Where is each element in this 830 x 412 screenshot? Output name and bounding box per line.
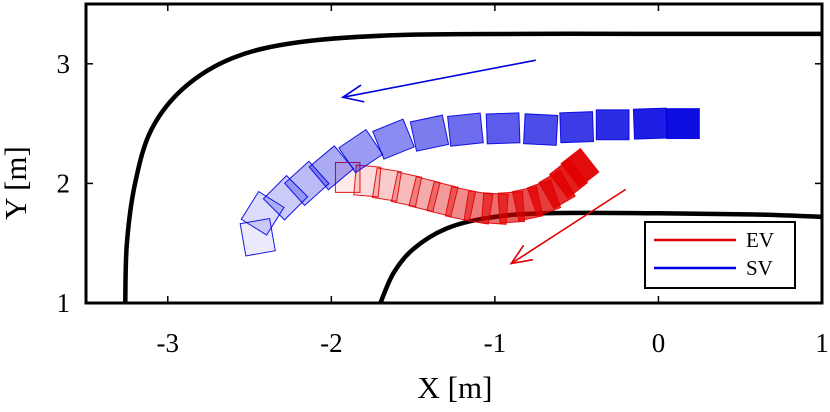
sv-vehicle-pose — [308, 145, 355, 191]
ev-vehicle-pose — [408, 176, 441, 213]
ev-vehicle-pose — [426, 180, 459, 218]
ev-trajectory — [334, 147, 600, 225]
sv-arrowhead — [340, 84, 365, 103]
axes-frame — [84, 2, 824, 305]
sv-trajectory — [239, 107, 700, 257]
sv-vehicle-pose — [595, 109, 630, 141]
axes-box — [84, 2, 824, 305]
legend: EV SV — [644, 221, 796, 289]
ev-arrowhead — [509, 244, 534, 265]
sv-vehicle-pose — [485, 112, 521, 145]
direction-arrows — [340, 59, 627, 265]
ev-vehicle-pose — [371, 167, 402, 202]
x-tick-label: -3 — [157, 328, 180, 358]
y-tick-label: 3 — [57, 49, 71, 79]
ev-direction-arrow — [510, 188, 627, 265]
axis-ticks: -3 -2 -1 0 1 1 2 3 — [57, 4, 829, 358]
sv-direction-arrow — [342, 59, 536, 99]
legend-label-sv: SV — [746, 256, 773, 280]
ev-vehicle-pose — [560, 147, 600, 188]
sv-vehicle-pose — [338, 128, 384, 174]
sv-vehicle-pose — [409, 114, 450, 152]
road-boundary-outer — [123, 31, 822, 303]
x-tick-label: -1 — [484, 328, 507, 358]
sv-vehicle-pose — [666, 108, 700, 140]
y-tick-label: 2 — [57, 168, 71, 198]
legend-box — [644, 221, 796, 289]
sv-vehicle-pose — [559, 111, 595, 144]
x-tick-label: 1 — [815, 328, 829, 358]
sv-vehicle-pose — [523, 113, 559, 146]
sv-vehicle-pose — [262, 174, 309, 221]
ev-vehicle-pose — [390, 171, 423, 208]
x-axis-label: X [m] — [418, 370, 493, 405]
sv-vehicle-pose — [239, 217, 276, 257]
sv-vehicle-pose — [240, 190, 285, 236]
legend-label-ev: EV — [746, 228, 774, 252]
sv-vehicle-pose — [283, 160, 330, 207]
y-axis-label: Y [m] — [0, 146, 33, 220]
sv-vehicle-pose — [447, 112, 484, 147]
x-tick-label: 0 — [652, 328, 666, 358]
x-tick-label: -2 — [320, 328, 343, 358]
sv-vehicle-pose — [632, 107, 668, 140]
sv-vehicle-pose — [372, 118, 415, 160]
y-tick-label: 1 — [57, 288, 71, 318]
